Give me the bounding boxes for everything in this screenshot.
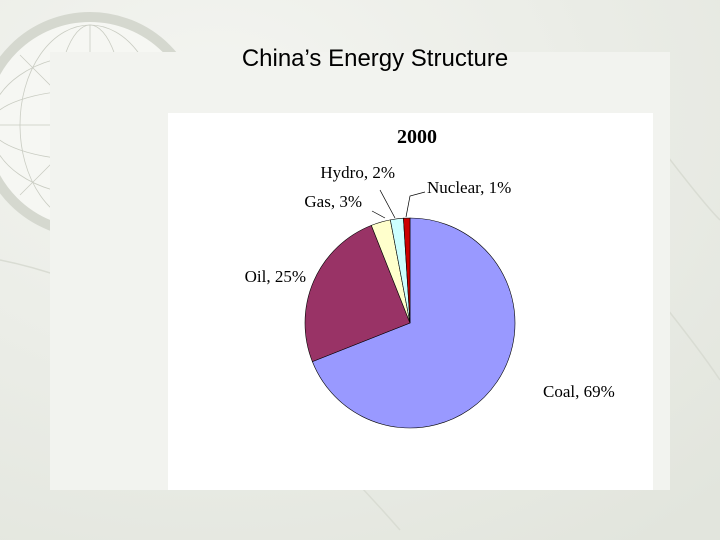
chart-title: 2000 (397, 126, 437, 148)
pie-slice (403, 217, 411, 324)
pie-slice (304, 224, 411, 363)
slice-label: Hydro, 2% (320, 163, 395, 182)
pie-slice (311, 217, 516, 429)
pie (304, 217, 516, 429)
slice-label: Gas, 3% (304, 192, 362, 211)
slice-label: Oil, 25% (245, 267, 306, 286)
slice-label: Coal, 69% (543, 382, 615, 401)
slide-title: China’s Energy Structure (242, 45, 508, 72)
leader-lines (371, 189, 426, 219)
slice-label: Nuclear, 1% (427, 178, 511, 197)
